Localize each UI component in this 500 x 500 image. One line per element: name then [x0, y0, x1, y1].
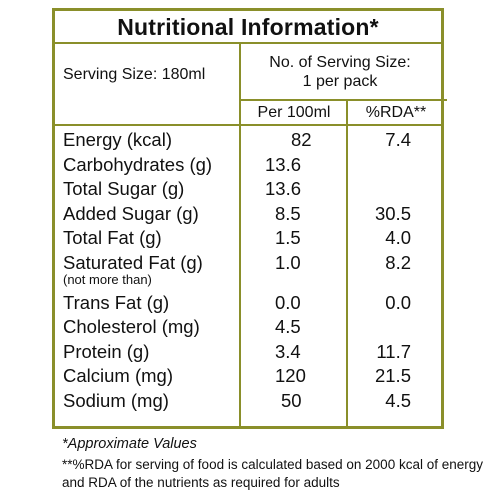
- nutrient-name: Calcium (mg): [63, 365, 173, 386]
- per-100ml-value: 3.4: [275, 340, 301, 362]
- nutrient-note: (not more than): [63, 271, 152, 287]
- per-100ml-value: 50: [281, 389, 302, 411]
- nutrient-rows: Energy (kcal) 82 7.4 Carbohydrates (g) 1…: [55, 129, 441, 414]
- nutrient-name: Total Fat (g): [63, 227, 162, 248]
- nutrient-name: Sodium (mg): [63, 389, 169, 411]
- rda-value: 21.5: [374, 365, 411, 386]
- divider: [55, 42, 441, 44]
- table-row: Added Sugar (g) 8.5 30.5: [55, 203, 441, 228]
- table-row: Saturated Fat (g) (not more than) 1.0 8.…: [55, 252, 441, 292]
- rda-value: 0.0: [385, 291, 411, 313]
- table-row: Protein (g) 3.4 11.7: [55, 341, 441, 366]
- nutrient-name: Energy (kcal): [63, 129, 172, 150]
- nutrient-name: Cholesterol (mg): [63, 316, 200, 337]
- table-row: Cholesterol (mg) 4.5: [55, 316, 441, 341]
- table-row: Sodium (mg) 50 4.5: [55, 390, 441, 415]
- per-100ml-value: 1.0: [275, 251, 301, 273]
- serving-count-line2: 1 per pack: [302, 73, 378, 90]
- table-row: Calcium (mg) 120 21.5: [55, 365, 441, 390]
- rda-value: 30.5: [374, 202, 411, 224]
- per-100ml-value: 4.5: [275, 316, 301, 337]
- rda-value: 4.0: [385, 227, 411, 248]
- footnote-rda: **%RDA for serving of food is calculated…: [62, 457, 483, 490]
- divider: [346, 99, 348, 426]
- per-100ml-value: 1.5: [275, 227, 301, 248]
- nutrient-name: Protein (g): [63, 340, 150, 362]
- per-100ml-value: 120: [275, 365, 306, 386]
- serving-count: No. of Serving Size: 1 per pack: [241, 53, 439, 91]
- per-100ml-value: 0.0: [275, 291, 301, 313]
- nutrient-name: Saturated Fat (g): [63, 251, 203, 273]
- column-header-rda: %RDA**: [365, 104, 427, 121]
- serving-size: Serving Size: 180ml: [63, 66, 206, 83]
- table-row: Carbohydrates (g) 13.6: [55, 154, 441, 179]
- rda-value: 4.5: [385, 389, 411, 411]
- column-header-per-100ml: Per 100ml: [257, 104, 331, 121]
- nutrient-name: Total Sugar (g): [63, 178, 185, 199]
- table-title: Nutritional Information*: [117, 14, 379, 40]
- table-row: Trans Fat (g) 0.0 0.0: [55, 292, 441, 317]
- serving-count-line1: No. of Serving Size:: [269, 54, 411, 71]
- divider: [55, 124, 441, 126]
- rda-value: 11.7: [376, 340, 411, 362]
- table-row: Total Fat (g) 1.5 4.0: [55, 227, 441, 252]
- per-100ml-value: 13.6: [265, 178, 302, 199]
- table-row: Total Sugar (g) 13.6: [55, 178, 441, 203]
- divider: [239, 99, 447, 101]
- nutrition-table: Nutritional Information* Serving Size: 1…: [52, 8, 447, 429]
- nutrient-name: Carbohydrates (g): [63, 153, 213, 175]
- nutrient-name: Added Sugar (g): [63, 202, 199, 224]
- footnote-approximate: *Approximate Values: [62, 436, 197, 452]
- rda-value: 8.2: [385, 251, 411, 273]
- divider: [239, 42, 241, 426]
- per-100ml-value: 13.6: [265, 153, 302, 175]
- per-100ml-value: 82: [291, 129, 312, 150]
- nutrient-name: Trans Fat (g): [63, 291, 170, 313]
- table-row: Energy (kcal) 82 7.4: [55, 129, 441, 154]
- rda-value: 7.4: [385, 129, 411, 150]
- per-100ml-value: 8.5: [275, 202, 301, 224]
